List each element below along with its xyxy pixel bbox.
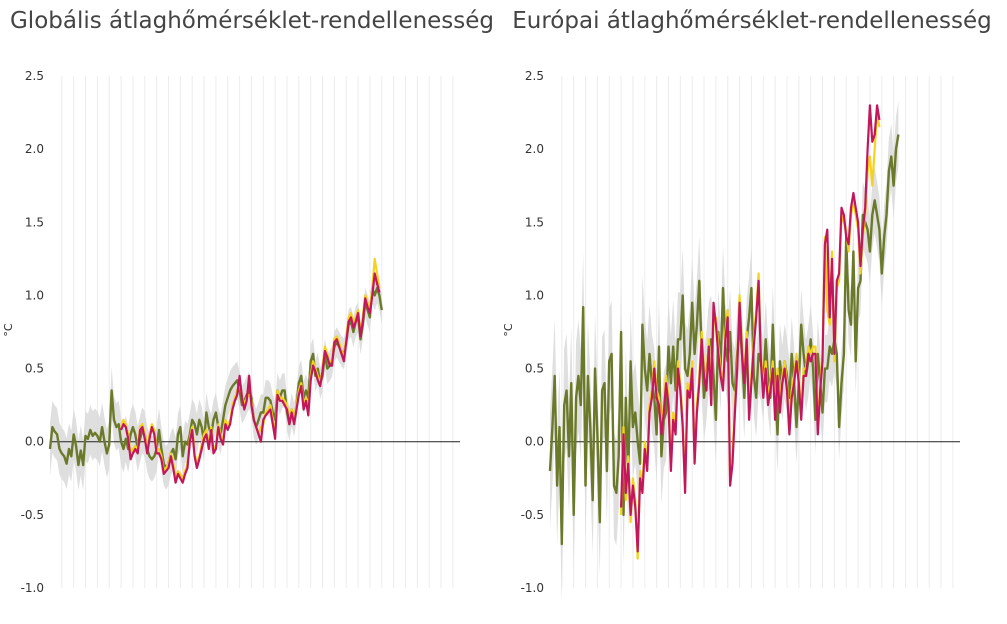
y-tick-label: 1.0 — [25, 288, 44, 302]
global-anomaly-chart: Globális átlaghőmérséklet-rendellenesség… — [2, 8, 494, 595]
series-line-3 — [620, 104, 881, 553]
uncertainty-band — [50, 273, 382, 491]
y-tick-label: -1.0 — [21, 581, 44, 595]
y-tick-label: 2.5 — [25, 69, 44, 83]
y-tick-label: 2.0 — [525, 142, 544, 156]
y-tick-label: -0.5 — [521, 508, 544, 522]
y-tick-label: 0.5 — [525, 362, 544, 376]
series-line-1 — [548, 134, 900, 546]
y-tick-label: 1.5 — [25, 215, 44, 229]
y-tick-label: 0.0 — [525, 435, 544, 449]
series-line-3 — [120, 272, 381, 484]
y-tick-label: 1.0 — [525, 288, 544, 302]
europe-anomaly-chart: Európai átlaghőmérséklet-rendellenesség 2… — [502, 8, 992, 602]
y-tick-label: -1.0 — [521, 581, 544, 595]
series-line-1 — [48, 286, 383, 470]
y-tick-label: 0.5 — [25, 362, 44, 376]
y-tick-label: 2.0 — [25, 142, 44, 156]
y-tick-label: 2.5 — [525, 69, 544, 83]
chart-title: Globális átlaghőmérséklet-rendellenesség — [10, 8, 494, 34]
y-tick-label: 1.5 — [525, 215, 544, 229]
y-tick-label: 0.0 — [25, 435, 44, 449]
chart-title: Európai átlaghőmérséklet-rendellenesség — [512, 8, 992, 34]
y-axis-unit: °C — [502, 323, 515, 337]
y-axis-unit: °C — [2, 323, 15, 337]
y-tick-label: -0.5 — [21, 508, 44, 522]
